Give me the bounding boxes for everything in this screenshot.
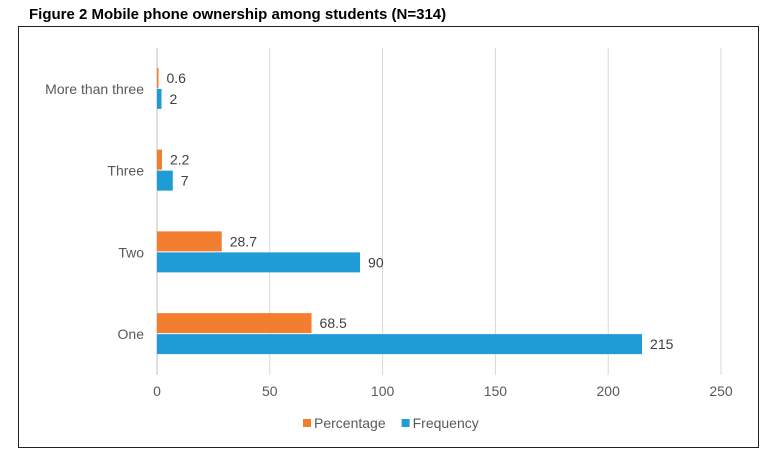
data-label-percentage-two: 28.7 <box>230 233 257 249</box>
data-label-frequency-three: 7 <box>181 173 189 189</box>
bar-frequency-more-than-three <box>157 88 162 109</box>
data-label-percentage-one: 68.5 <box>320 315 347 331</box>
category-label-two: Two <box>118 244 144 260</box>
category-labels: One Two Three More than three <box>45 81 144 342</box>
legend-label-frequency: Frequency <box>413 415 479 431</box>
category-label-more-than-three: More than three <box>45 81 144 97</box>
bar-frequency-three <box>157 170 173 191</box>
chart-frame <box>18 26 759 448</box>
legend: Percentage Frequency <box>303 415 479 431</box>
bar-percentage-more-than-three <box>157 67 159 88</box>
legend-swatch-percentage <box>303 419 311 427</box>
category-label-one: One <box>118 326 145 342</box>
x-tick-label-50: 50 <box>262 383 278 399</box>
data-label-frequency-two: 90 <box>368 254 384 270</box>
bar-percentage-one <box>157 313 312 334</box>
legend-label-percentage: Percentage <box>314 415 386 431</box>
x-tick-label-200: 200 <box>597 383 621 399</box>
tick-labels: 0 50 100 150 200 250 <box>153 383 733 399</box>
data-labels: 68.5 215 28.7 90 2.2 7 0.6 2 <box>167 70 674 352</box>
bars <box>157 67 643 355</box>
category-label-three: Three <box>107 163 144 179</box>
x-tick-label-100: 100 <box>371 383 395 399</box>
data-label-frequency-one: 215 <box>650 336 674 352</box>
bar-frequency-one <box>157 334 643 355</box>
x-tick-label-150: 150 <box>484 383 508 399</box>
x-tick-label-0: 0 <box>153 383 161 399</box>
x-tick-label-250: 250 <box>709 383 733 399</box>
legend-swatch-frequency <box>401 419 410 427</box>
bar-percentage-two <box>157 231 222 252</box>
bar-percentage-three <box>157 149 162 170</box>
data-label-frequency-more-than-three: 2 <box>170 91 178 107</box>
figure-title: Figure 2 Mobile phone ownership among st… <box>29 6 447 23</box>
data-label-percentage-three: 2.2 <box>170 152 190 168</box>
data-label-percentage-more-than-three: 0.6 <box>167 70 187 86</box>
bar-frequency-two <box>157 252 361 273</box>
